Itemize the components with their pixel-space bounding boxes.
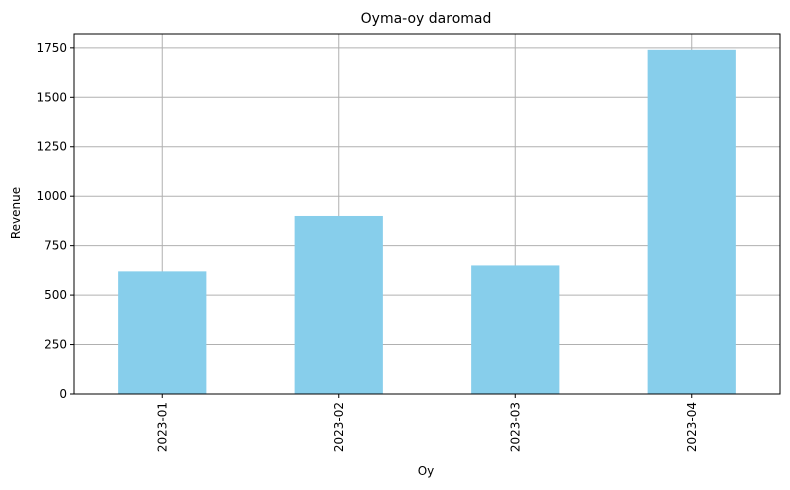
y-axis-ticks: 0 250 500 750 1000 1250 1500 1750 [36, 41, 74, 401]
y-tick-label: 1250 [36, 140, 67, 154]
y-tick-label: 500 [44, 288, 67, 302]
bar-2023-03 [471, 265, 560, 394]
x-axis-ticks: 2023-01 2023-02 2023-03 2023-04 [155, 394, 699, 452]
x-tick-label: 2023-03 [508, 402, 522, 452]
chart-title: Oyma-oy daromad [361, 11, 492, 27]
x-axis-title: Oy [418, 464, 435, 478]
y-tick-label: 250 [44, 338, 67, 352]
y-tick-label: 1750 [36, 41, 67, 55]
plot-frame [73, 33, 781, 395]
x-tick-label: 2023-02 [332, 402, 346, 452]
bars [118, 49, 736, 394]
bar-2023-02 [294, 215, 383, 394]
y-tick-label: 1000 [36, 189, 67, 203]
x-tick-label: 2023-04 [685, 402, 699, 452]
y-tick-label: 1500 [36, 90, 67, 104]
y-axis-title: Revenue [9, 187, 23, 239]
bar-2023-01 [118, 271, 207, 394]
bar-2023-04 [647, 49, 736, 394]
y-tick-label: 750 [44, 239, 67, 253]
y-tick-label: 0 [59, 387, 67, 401]
x-tick-label: 2023-01 [155, 402, 169, 452]
